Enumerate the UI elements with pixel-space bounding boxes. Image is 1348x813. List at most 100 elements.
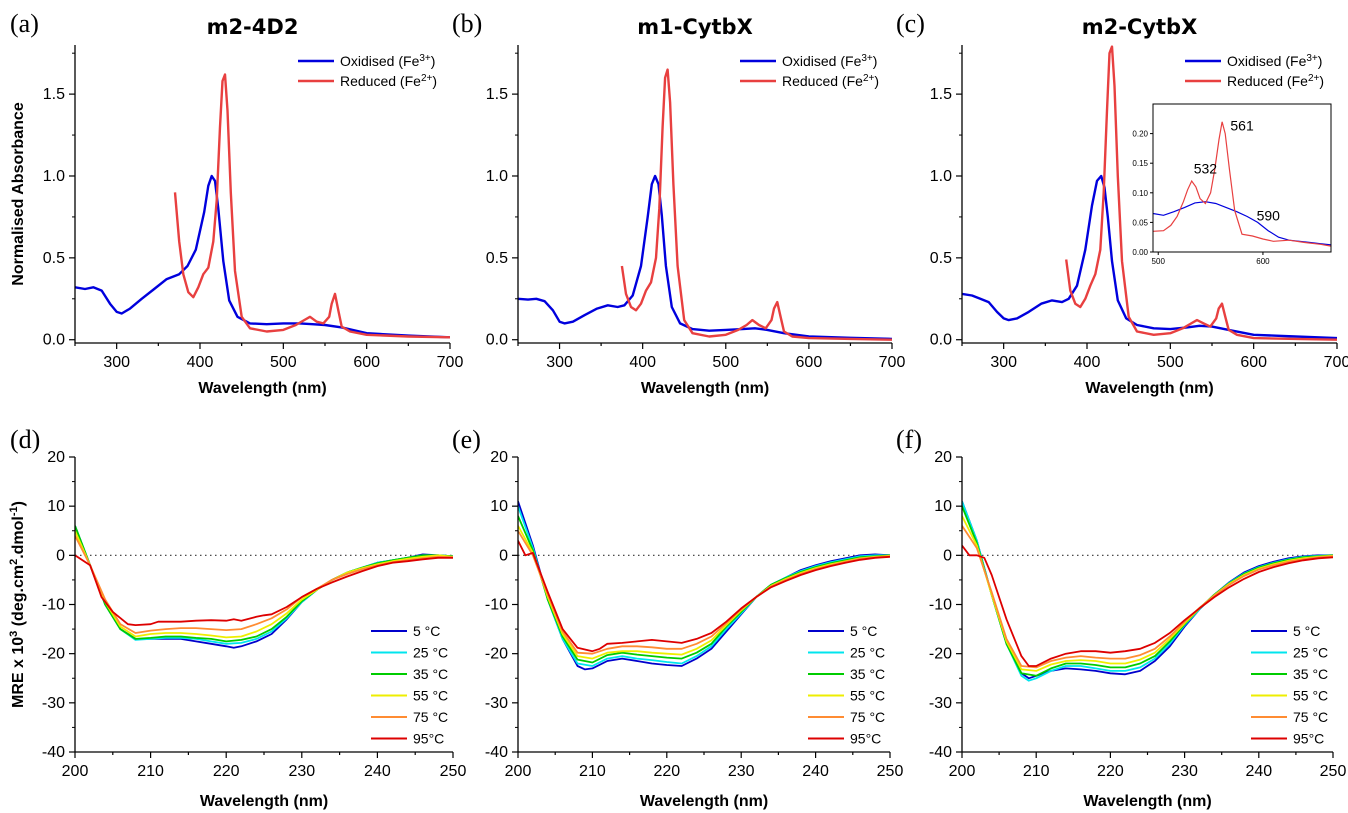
x-tick-label: 240 [364, 763, 391, 780]
series-line [75, 535, 453, 634]
series-group [518, 68, 892, 341]
series-line [518, 540, 890, 653]
y-tick-label: 1.5 [930, 86, 952, 103]
inset-annotation: 561 [1230, 118, 1254, 134]
y-axis-label: Normalised Absorbance [10, 102, 27, 286]
series-line [518, 525, 890, 660]
series-group [75, 525, 453, 649]
x-tick-label: 200 [62, 763, 89, 780]
series-line [518, 505, 890, 667]
legend: 5 °C 25 °C 35 °C 55 °C 75 °C 95°C [371, 623, 448, 747]
series-line [173, 73, 450, 339]
y-tick-label: 10 [934, 498, 952, 515]
series-group [75, 73, 450, 339]
x-tick-label: 200 [949, 763, 976, 780]
y-tick-label: -30 [929, 695, 952, 712]
legend-label: 5 °C [850, 623, 877, 639]
inset-x-tick-label: 500 [1152, 257, 1166, 266]
y-tick-label: 1.5 [486, 86, 508, 103]
x-axis-label: Wavelength (nm) [1083, 793, 1211, 810]
y-tick-label: 10 [490, 498, 508, 515]
legend-label: Oxidised (Fe3+) [340, 53, 435, 70]
x-tick-label: 300 [990, 354, 1017, 371]
y-tick-label: 20 [934, 449, 952, 466]
x-tick-label: 250 [1320, 763, 1347, 780]
panel-letter: (d) [10, 425, 40, 454]
legend-label: 95°C [1293, 731, 1324, 747]
x-tick-label: 210 [1023, 763, 1050, 780]
x-tick-label: 200 [505, 763, 532, 780]
y-tick-label: 10 [47, 498, 65, 515]
panel-title: m2-CytbX [1082, 15, 1198, 39]
series-line [962, 500, 1333, 680]
x-tick-label: 700 [879, 354, 906, 371]
legend-label: 55 °C [850, 688, 885, 704]
x-tick-label: 220 [653, 763, 680, 780]
x-tick-label: 230 [288, 763, 315, 780]
y-tick-label: 0 [56, 547, 65, 564]
x-tick-label: 250 [877, 763, 904, 780]
legend-label: Oxidised (Fe3+) [782, 53, 877, 70]
panel-title: m1-CytbX [637, 15, 753, 39]
legend-label: Reduced (Fe2+) [340, 73, 437, 90]
panel-c: (c) m2-CytbX 300 400 500 600 700 0.0 0.5 1.0 1.5 Wa… [896, 9, 1348, 397]
y-tick-label: 0.0 [930, 332, 952, 349]
series-line [75, 525, 453, 645]
y-tick-label: -10 [929, 597, 952, 614]
panel-b: (b) m1-CytbX 300 400 500 600 700 0.0 0.5 1.0 1.5 Wa… [452, 9, 905, 397]
panel-title: m2-4D2 [207, 15, 299, 39]
x-tick-label: 240 [802, 763, 829, 780]
y-axis-label: MRE x 103 (deg.cm2.dmol-1) [8, 501, 27, 708]
legend-label: 5 °C [413, 623, 440, 639]
legend-label: 75 °C [1293, 709, 1328, 725]
legend-label: Oxidised (Fe3+) [1227, 53, 1322, 70]
x-tick-label: 500 [270, 354, 297, 371]
series-group [518, 501, 890, 671]
series-line [962, 500, 1333, 682]
y-tick-label: -10 [42, 597, 65, 614]
series-line [75, 554, 453, 626]
legend-label: 55 °C [413, 688, 448, 704]
y-tick-label: 1.0 [486, 168, 508, 185]
legend-label: 95°C [413, 731, 444, 747]
inset-annotation: 590 [1257, 208, 1281, 224]
inset-y-tick-label: 0.20 [1132, 130, 1148, 139]
inset-y-tick-label: 0.15 [1132, 159, 1148, 168]
legend: 5 °C 25 °C 35 °C 55 °C 75 °C 95°C [1251, 623, 1328, 747]
x-tick-label: 500 [712, 354, 739, 371]
panel-e: (e) 200 210 220 230 240 250 -40 -30 -20 -10 0 10 20 Wa… [452, 425, 903, 810]
inset-annotation: 532 [1194, 160, 1218, 176]
legend-label: Reduced (Fe2+) [1227, 73, 1324, 90]
series-line [962, 174, 1337, 340]
x-tick-label: 400 [629, 354, 656, 371]
x-tick-label: 220 [1097, 763, 1124, 780]
legend-label: 5 °C [1293, 623, 1320, 639]
x-tick-label: 500 [1157, 354, 1184, 371]
legend-label: 25 °C [1293, 645, 1328, 661]
panel-a: (a) m2-4D2 300 400 500 600 700 0.0 0.5 1.0 1.5 Wave… [10, 9, 463, 397]
series-line [75, 525, 453, 649]
y-tick-label: -10 [485, 597, 508, 614]
series-line [962, 505, 1333, 677]
x-axis-label: Wavelength (nm) [1085, 380, 1213, 397]
y-tick-label: 1.0 [43, 168, 65, 185]
y-tick-label: 1.0 [930, 168, 952, 185]
legend-label: 25 °C [413, 645, 448, 661]
y-tick-label: 0.5 [930, 250, 952, 267]
y-tick-label: 0.0 [486, 332, 508, 349]
series-line [75, 174, 450, 339]
y-tick-label: -20 [42, 646, 65, 663]
x-tick-label: 220 [213, 763, 240, 780]
panel-letter: (e) [452, 425, 481, 454]
x-axis-label: Wavelength (nm) [641, 380, 769, 397]
legend-label: 35 °C [413, 666, 448, 682]
y-tick-label: 0.0 [43, 332, 65, 349]
x-tick-label: 600 [796, 354, 823, 371]
y-tick-label: -40 [929, 744, 952, 761]
legend-label: 95°C [850, 731, 881, 747]
panel-letter: (b) [452, 9, 482, 38]
series-line [962, 544, 1333, 667]
x-tick-label: 300 [103, 354, 130, 371]
x-tick-label: 400 [1074, 354, 1101, 371]
